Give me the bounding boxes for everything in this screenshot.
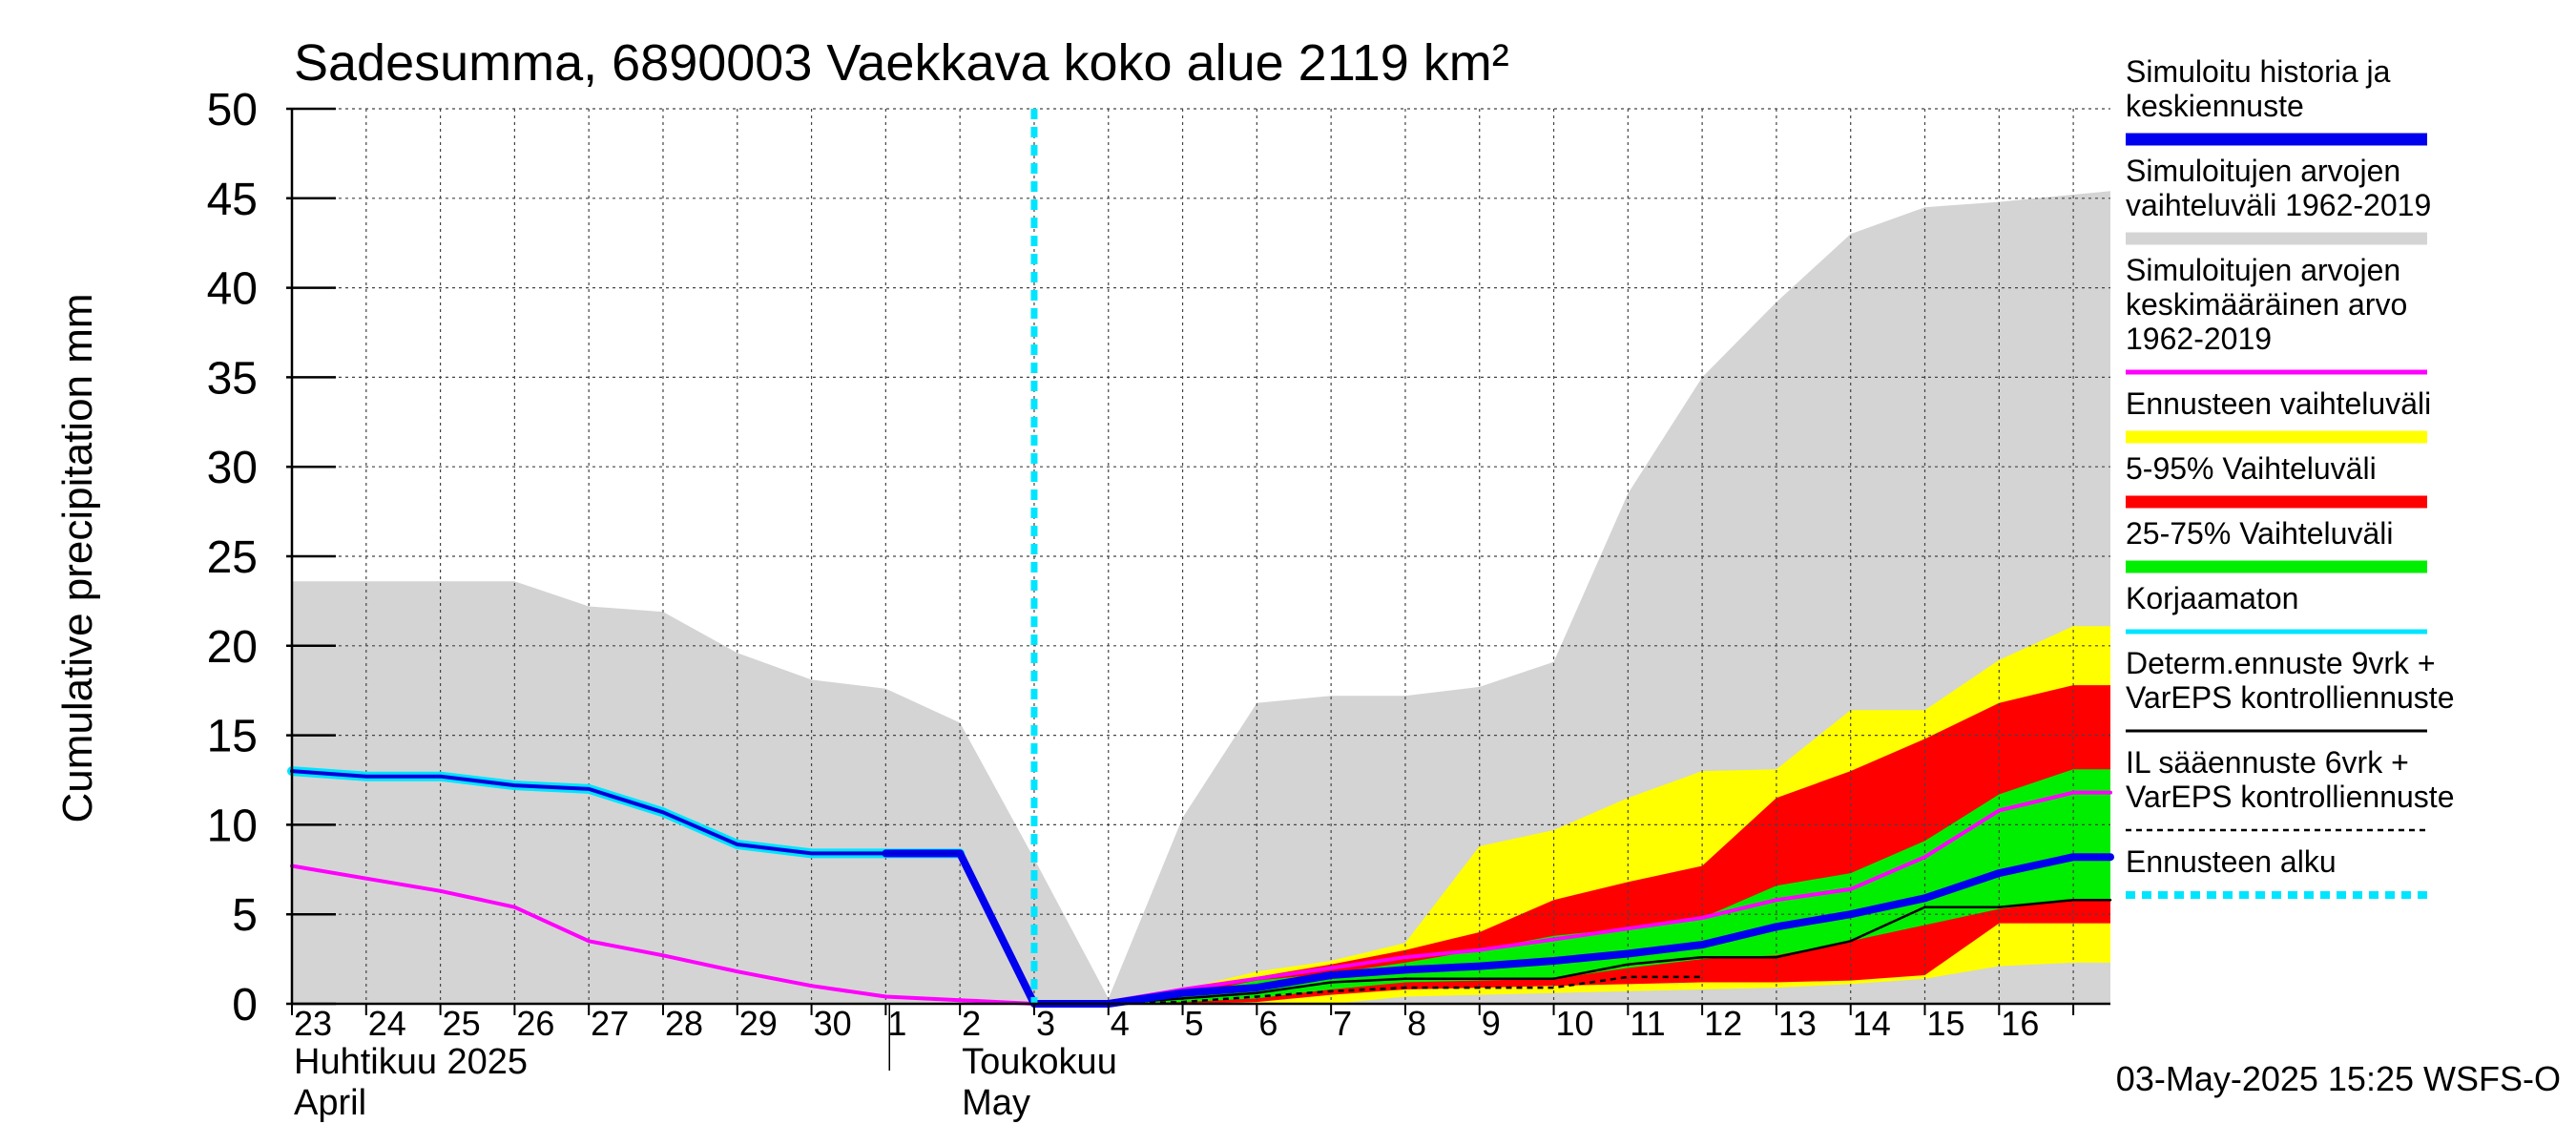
- legend-label: 1962-2019: [2126, 322, 2272, 356]
- x-tick-label: 7: [1333, 1004, 1352, 1043]
- x-tick-label: 9: [1482, 1004, 1501, 1043]
- month-label: Toukokuu: [962, 1042, 1117, 1082]
- legend-label: keskiennuste: [2126, 89, 2304, 123]
- legend-label: Simuloitujen arvojen: [2126, 154, 2400, 188]
- chart-title: Sadesumma, 6890003 Vaekkava koko alue 21…: [294, 34, 1509, 92]
- series-line-history-core: [291, 770, 961, 855]
- legend-label: Simuloitujen arvojen: [2126, 253, 2400, 287]
- legend-label: Simuloitu historia ja: [2126, 54, 2391, 89]
- x-tick-label: 8: [1407, 1004, 1426, 1043]
- x-tick-label: 26: [516, 1004, 554, 1043]
- legend-label: Ennusteen vaihteluväli: [2126, 386, 2431, 421]
- timestamp-footer: 03-May-2025 15:25 WSFS-O: [2116, 1059, 2561, 1098]
- x-tick-label: 23: [294, 1004, 332, 1043]
- y-tick-label: 50: [207, 85, 258, 135]
- legend-label: Ennusteen alku: [2126, 844, 2337, 879]
- y-tick-label: 0: [232, 980, 258, 1030]
- y-axis-label: Cumulative precipitation mm: [54, 293, 101, 822]
- x-tick-label: 10: [1556, 1004, 1594, 1043]
- legend-label: Determ.ennuste 9vrk +: [2126, 646, 2436, 680]
- x-tick-label: 15: [1927, 1004, 1965, 1043]
- x-tick-label: 4: [1111, 1004, 1130, 1043]
- y-tick-label: 5: [232, 890, 258, 941]
- x-tick-label: 11: [1630, 1004, 1665, 1043]
- series-line-simuloitujen-arvojen-keskim-r-inen-arvo-1962-2019: [290, 790, 2112, 1006]
- legend-label: vaihteluväli 1962-2019: [2126, 188, 2431, 222]
- grid-layer: [292, 108, 2110, 1004]
- legend-label: VarEPS kontrolliennuste: [2126, 780, 2454, 814]
- x-tick-label: 29: [739, 1004, 778, 1043]
- y-tick-label: 20: [207, 622, 258, 673]
- y-tick-label: 25: [207, 532, 258, 583]
- y-tick-label: 35: [207, 353, 258, 404]
- x-tick-label: 30: [814, 1004, 852, 1043]
- legend-label: Korjaamaton: [2126, 581, 2298, 615]
- series-line-determ-ennuste-9vrk-vareps-kontrolliennuste: [1032, 898, 2112, 1006]
- month-label: May: [962, 1083, 1030, 1123]
- x-tick-label: 27: [591, 1004, 629, 1043]
- y-tick-label: 15: [207, 712, 258, 762]
- y-tick-label: 40: [207, 264, 258, 315]
- x-tick-label: 5: [1185, 1004, 1204, 1043]
- x-tick-label: 2: [962, 1004, 981, 1043]
- legend-label: 5-95% Vaihteluväli: [2126, 451, 2377, 486]
- y-tick-label: 30: [207, 443, 258, 493]
- x-tick-label: 13: [1778, 1004, 1817, 1043]
- y-tick-label: 45: [207, 175, 258, 225]
- month-label: Huhtikuu 2025: [294, 1042, 528, 1082]
- x-tick-label: 16: [2001, 1004, 2039, 1043]
- series-line-il-s-ennuste-6vrk-vareps-kontrolliennuste: [1034, 975, 1703, 1006]
- month-label: April: [294, 1083, 366, 1123]
- x-tick-label: 6: [1258, 1004, 1278, 1043]
- y-tick-label: 10: [207, 801, 258, 851]
- x-tick-label: 12: [1704, 1004, 1742, 1043]
- legend-label: IL sääennuste 6vrk +: [2126, 745, 2409, 780]
- legend-label: 25-75% Vaihteluväli: [2126, 516, 2393, 551]
- legend-label: keskimääräinen arvo: [2126, 287, 2407, 322]
- x-tick-label: 28: [665, 1004, 703, 1043]
- x-tick-label: 24: [368, 1004, 406, 1043]
- x-tick-label: 3: [1036, 1004, 1055, 1043]
- legend-label: VarEPS kontrolliennuste: [2126, 680, 2454, 715]
- x-tick-label: 1: [887, 1004, 906, 1043]
- x-tick-label: 25: [443, 1004, 481, 1043]
- x-tick-label: 14: [1853, 1004, 1891, 1043]
